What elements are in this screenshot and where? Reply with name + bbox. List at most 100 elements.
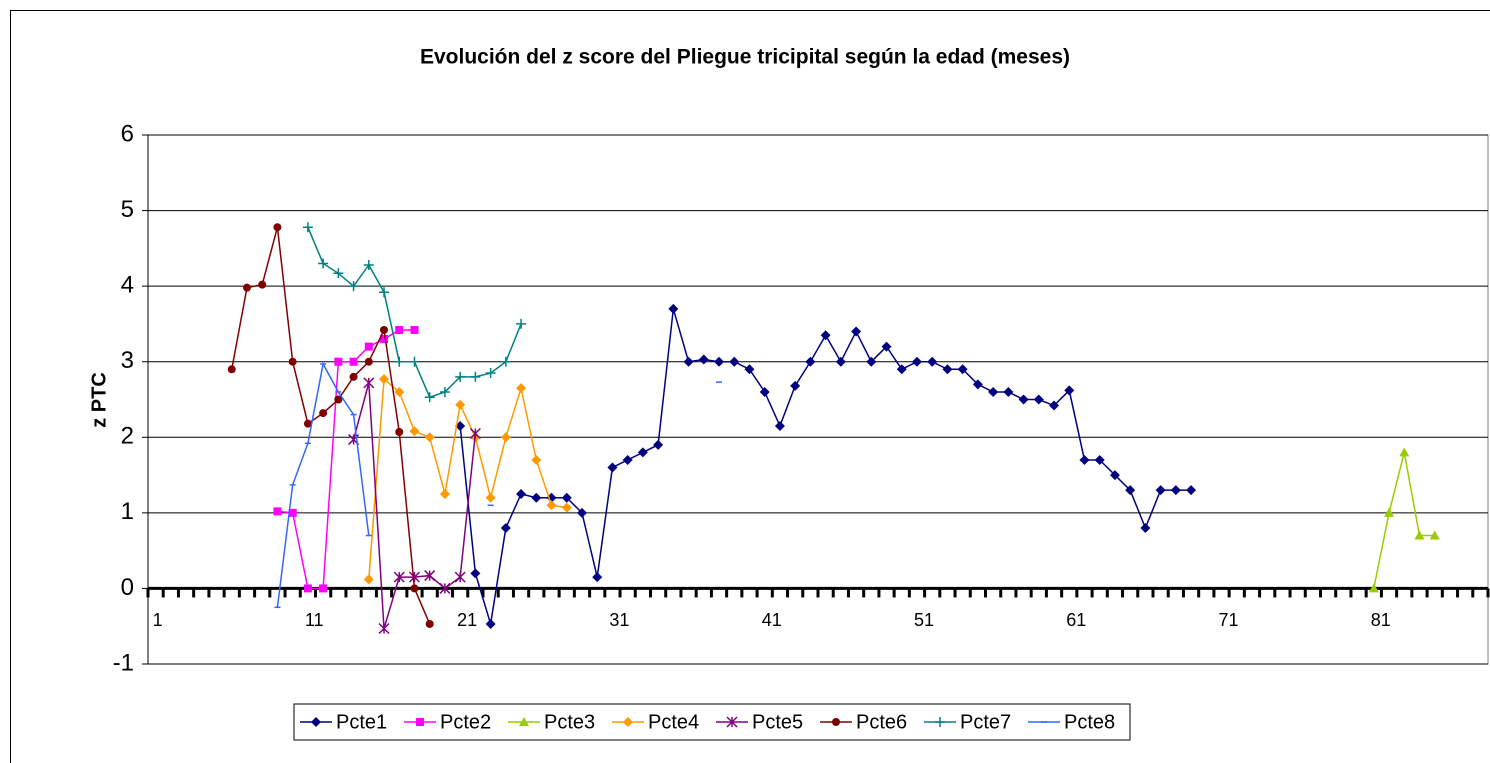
marker xyxy=(349,357,358,366)
marker xyxy=(416,718,424,726)
marker xyxy=(380,325,389,334)
marker xyxy=(546,500,557,511)
x-tick-label: 41 xyxy=(762,610,782,630)
x-tick-label: 31 xyxy=(609,610,629,630)
marker xyxy=(273,507,282,516)
marker xyxy=(303,584,312,593)
marker xyxy=(668,303,679,314)
marker xyxy=(395,427,404,436)
marker xyxy=(942,364,953,375)
marker xyxy=(439,582,451,594)
marker xyxy=(485,368,496,379)
marker xyxy=(424,432,435,443)
marker xyxy=(790,380,801,391)
y-tick-label: 3 xyxy=(121,347,134,374)
marker xyxy=(820,330,831,341)
marker xyxy=(653,439,664,450)
marker xyxy=(302,222,313,233)
marker xyxy=(729,356,740,367)
y-tick-label: 0 xyxy=(121,574,134,601)
marker xyxy=(592,572,603,583)
marker xyxy=(516,488,527,499)
marker xyxy=(1170,485,1181,496)
marker xyxy=(607,462,618,473)
marker xyxy=(1414,530,1425,540)
marker xyxy=(500,522,511,533)
marker xyxy=(394,356,405,367)
x-tick-label: 21 xyxy=(457,610,477,630)
marker xyxy=(1125,485,1136,496)
marker xyxy=(576,507,587,518)
x-tick-label: 11 xyxy=(305,610,324,630)
marker xyxy=(485,492,496,503)
marker xyxy=(1003,386,1014,397)
marker xyxy=(363,377,375,389)
marker xyxy=(726,716,738,728)
marker xyxy=(774,420,785,431)
marker xyxy=(927,356,938,367)
marker xyxy=(759,386,770,397)
marker xyxy=(622,454,633,465)
legend-label: Pcte1 xyxy=(336,711,387,733)
y-tick-label: 1 xyxy=(121,498,134,525)
marker xyxy=(698,354,709,365)
marker xyxy=(363,259,374,270)
marker xyxy=(1186,485,1197,496)
legend-label: Pcte7 xyxy=(960,711,1011,733)
marker xyxy=(273,223,282,232)
marker xyxy=(744,364,755,375)
marker xyxy=(394,386,405,397)
chart-title: Evolución del z score del Pliegue tricip… xyxy=(420,46,1070,69)
plot-area xyxy=(147,134,1489,665)
marker xyxy=(500,432,511,443)
y-tick-label: 4 xyxy=(121,271,134,298)
marker xyxy=(334,357,343,366)
y-tick-label: 2 xyxy=(121,423,134,450)
marker xyxy=(455,371,466,382)
x-tick-label: 51 xyxy=(914,610,934,630)
marker xyxy=(1399,447,1410,457)
marker xyxy=(1384,507,1395,517)
marker xyxy=(319,584,328,593)
marker xyxy=(683,356,694,367)
marker xyxy=(911,356,922,367)
marker xyxy=(349,372,358,381)
legend-label: Pcte8 xyxy=(1064,711,1115,733)
marker xyxy=(835,356,846,367)
marker xyxy=(242,283,251,292)
marker xyxy=(881,341,892,352)
y-tick-label: 5 xyxy=(121,196,134,223)
marker xyxy=(393,571,405,583)
series-line xyxy=(231,227,431,625)
x-tick-label: 61 xyxy=(1066,610,1086,630)
marker xyxy=(1033,394,1044,405)
marker xyxy=(380,335,389,344)
marker xyxy=(1049,400,1060,411)
marker xyxy=(288,357,297,366)
marker xyxy=(637,447,648,458)
marker xyxy=(866,356,877,367)
legend-label: Pcte3 xyxy=(544,711,595,733)
y-tick-label: -1 xyxy=(113,649,134,676)
marker xyxy=(1155,485,1166,496)
legend-label: Pcte6 xyxy=(856,711,907,733)
marker xyxy=(395,325,404,334)
marker xyxy=(410,584,419,593)
marker xyxy=(470,371,481,382)
chart-border xyxy=(10,10,1490,763)
y-tick-label: 6 xyxy=(121,120,134,147)
marker xyxy=(988,386,999,397)
marker xyxy=(425,619,434,628)
marker xyxy=(334,395,343,404)
marker xyxy=(409,426,420,437)
marker xyxy=(1018,394,1029,405)
marker xyxy=(546,492,557,503)
y-axis-label: z PTC xyxy=(88,372,110,428)
marker xyxy=(519,717,529,726)
marker xyxy=(935,717,945,727)
marker xyxy=(531,492,542,503)
legend-label: Pcte5 xyxy=(752,711,803,733)
marker xyxy=(561,502,572,513)
series-line xyxy=(277,329,415,590)
